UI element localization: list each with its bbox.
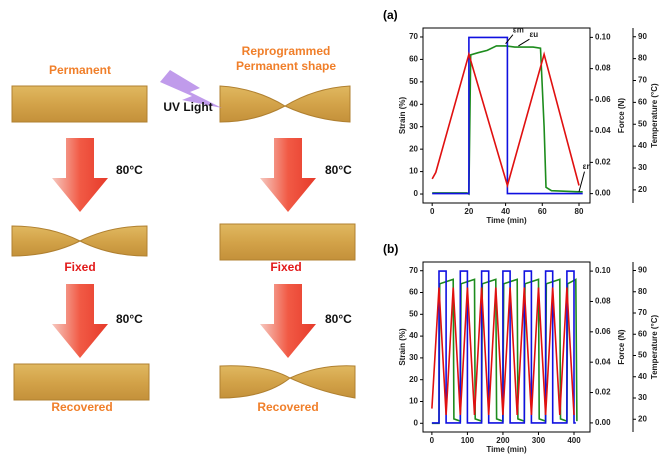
x-axis-title: Time (min): [486, 216, 527, 225]
y-tick-label: 70: [409, 266, 418, 275]
y-tick-label: 50: [409, 309, 418, 318]
fixed-label: Fixed: [270, 260, 301, 274]
chart: (a) 0 20 40 60 80 Time (min) 0 10 20 30 40 50 60 70 0.0…: [383, 8, 659, 225]
y-tick-label: 60: [409, 55, 418, 64]
y3-tick-label: 90: [638, 32, 647, 41]
y3-tick-label: 40: [638, 372, 647, 381]
y-tick-label: 40: [409, 331, 418, 340]
chart: (b) 0 100 200 300 400 Time (min) 0 10 20 30 40 50 60 7…: [383, 242, 659, 454]
y3-tick-label: 20: [638, 185, 647, 194]
y2-tick-label: 0.06: [595, 95, 611, 104]
y-tick-label: 50: [409, 77, 418, 86]
reprogrammed-label: Reprogrammed: [242, 44, 331, 58]
figure: Permanent Reprogrammed Permanent shape U…: [0, 0, 661, 461]
recovered-label: Recovered: [51, 400, 112, 414]
y-tick-label: 40: [409, 99, 418, 108]
y2-tick-label: 0.02: [595, 388, 611, 397]
y3-axis-title: Temperature (°C): [650, 314, 659, 379]
x-axis-title: Time (min): [486, 445, 527, 454]
y2-tick-label: 0.10: [595, 32, 611, 41]
y3-tick-label: 70: [638, 308, 647, 317]
reprogrammed-label: Permanent shape: [236, 59, 336, 73]
y-tick-label: 20: [409, 375, 418, 384]
y3-tick-label: 70: [638, 76, 647, 85]
y-tick-label: 0: [414, 418, 419, 427]
y2-tick-label: 0.08: [595, 297, 611, 306]
y3-tick-label: 30: [638, 163, 647, 172]
y2-tick-label: 0.00: [595, 418, 611, 427]
x-tick-label: 40: [501, 207, 510, 216]
y2-tick-label: 0.08: [595, 64, 611, 73]
schematic: Permanent Reprogrammed Permanent shape U…: [12, 44, 355, 414]
y3-tick-label: 50: [638, 351, 647, 360]
photo-flat: [14, 364, 149, 400]
permanent-label: Permanent: [49, 63, 111, 77]
y2-axis-title: Force (N): [617, 98, 626, 133]
y-tick-label: 20: [409, 144, 418, 153]
y2-axis-title: Force (N): [617, 329, 626, 364]
photo-twisted: [220, 86, 350, 122]
y3-tick-label: 60: [638, 329, 647, 338]
y-tick-label: 60: [409, 288, 418, 297]
series-line: [432, 54, 579, 185]
arrow: [52, 138, 108, 212]
y3-tick-label: 20: [638, 414, 647, 423]
y3-tick-label: 40: [638, 141, 647, 150]
y2-tick-label: 0.02: [595, 157, 611, 166]
y3-tick-label: 50: [638, 119, 647, 128]
plot-frame: [423, 28, 590, 203]
x-tick-label: 20: [464, 207, 473, 216]
arrow: [52, 284, 108, 358]
y-axis-title: Strain (%): [398, 328, 407, 366]
y3-tick-label: 90: [638, 266, 647, 275]
arrow: [260, 284, 316, 358]
photo-twisted: [220, 366, 355, 398]
y-tick-label: 0: [414, 189, 419, 198]
photo-twisted: [12, 226, 147, 256]
x-tick-label: 200: [496, 436, 510, 445]
recovered-label: Recovered: [257, 400, 318, 414]
annotation: εm: [513, 25, 524, 34]
fixed-label: Fixed: [64, 260, 95, 274]
photo-flat: [220, 224, 355, 260]
x-tick-label: 0: [430, 436, 435, 445]
y2-tick-label: 0.04: [595, 357, 611, 366]
heat-label: 80°C: [325, 163, 352, 177]
y-tick-label: 30: [409, 353, 418, 362]
y3-tick-label: 60: [638, 97, 647, 106]
y3-tick-label: 80: [638, 287, 647, 296]
heat-label: 80°C: [325, 312, 352, 326]
heat-label: 80°C: [116, 163, 143, 177]
annotation: εu: [529, 30, 538, 39]
heat-label: 80°C: [116, 312, 143, 326]
photo-flat: [12, 86, 147, 122]
y3-tick-label: 80: [638, 54, 647, 63]
y-tick-label: 30: [409, 122, 418, 131]
panel-label: (b): [383, 242, 398, 256]
arrow: [260, 138, 316, 212]
y3-axis-title: Temperature (°C): [650, 83, 659, 148]
uv-label: UV Light: [163, 100, 212, 114]
x-tick-label: 80: [575, 207, 584, 216]
y-axis-title: Strain (%): [398, 97, 407, 135]
y-tick-label: 70: [409, 32, 418, 41]
y2-tick-label: 0.06: [595, 327, 611, 336]
panel-label: (a): [383, 8, 398, 22]
y-tick-label: 10: [409, 397, 418, 406]
x-tick-label: 60: [538, 207, 547, 216]
y3-tick-label: 30: [638, 393, 647, 402]
y-tick-label: 10: [409, 167, 418, 176]
y2-tick-label: 0.04: [595, 126, 611, 135]
x-tick-label: 300: [532, 436, 546, 445]
y2-tick-label: 0.10: [595, 266, 611, 275]
x-tick-label: 0: [430, 207, 435, 216]
x-tick-label: 400: [567, 436, 581, 445]
x-tick-label: 100: [461, 436, 475, 445]
y2-tick-label: 0.00: [595, 189, 611, 198]
annotation: εr: [583, 162, 590, 171]
